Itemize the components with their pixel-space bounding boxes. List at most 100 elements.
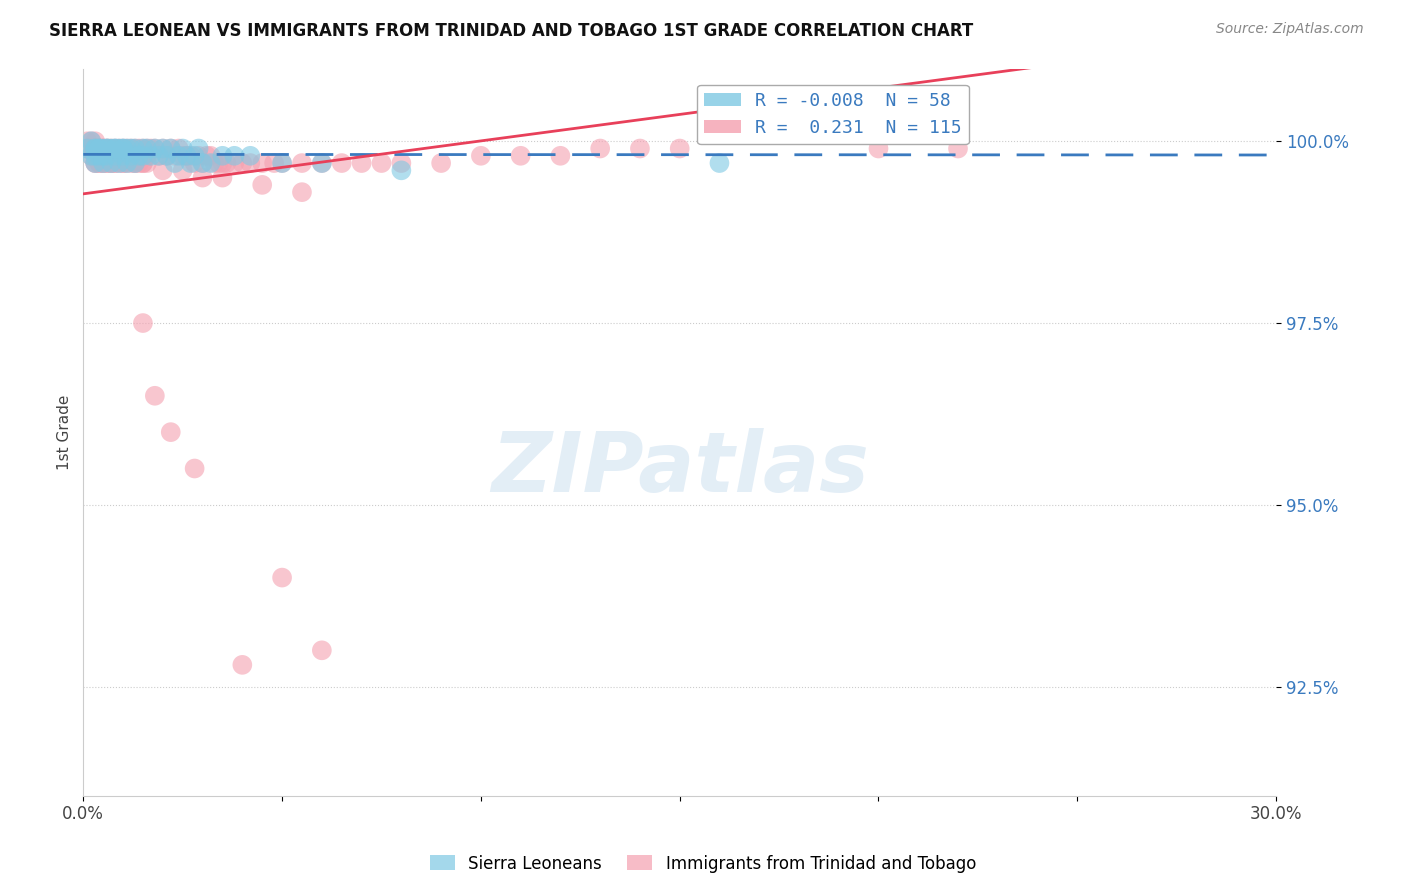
- Point: [143, 389, 166, 403]
- Point: [628, 141, 651, 155]
- Point: [115, 149, 138, 163]
- Point: [104, 141, 127, 155]
- Point: [100, 149, 122, 163]
- Point: [124, 156, 146, 170]
- Point: [100, 156, 122, 170]
- Point: [80, 149, 103, 163]
- Point: [159, 425, 181, 439]
- Point: [195, 149, 218, 163]
- Point: [104, 141, 127, 155]
- Point: [207, 156, 229, 170]
- Point: [135, 141, 157, 155]
- Point: [211, 156, 233, 170]
- Point: [163, 149, 186, 163]
- Point: [311, 156, 333, 170]
- Point: [112, 156, 135, 170]
- Point: [100, 141, 122, 155]
- Point: [84, 149, 107, 163]
- Point: [946, 141, 969, 155]
- Point: [135, 149, 157, 163]
- Point: [224, 156, 246, 170]
- Point: [291, 185, 314, 199]
- Point: [120, 141, 142, 155]
- Point: [91, 141, 114, 155]
- Point: [172, 149, 194, 163]
- Point: [589, 141, 612, 155]
- Point: [709, 156, 731, 170]
- Point: [76, 134, 98, 148]
- Point: [191, 156, 214, 170]
- Point: [135, 156, 157, 170]
- Point: [104, 149, 127, 163]
- Point: [96, 149, 118, 163]
- Point: [172, 141, 194, 155]
- Point: [152, 141, 174, 155]
- Point: [89, 156, 111, 170]
- Point: [108, 141, 131, 155]
- Point: [80, 149, 103, 163]
- Point: [120, 149, 142, 163]
- Point: [112, 149, 135, 163]
- Point: [80, 141, 103, 155]
- Point: [152, 141, 174, 155]
- Point: [143, 141, 166, 155]
- Point: [163, 156, 186, 170]
- Point: [104, 149, 127, 163]
- Point: [84, 156, 107, 170]
- Point: [124, 156, 146, 170]
- Point: [159, 141, 181, 155]
- Point: [176, 149, 198, 163]
- Point: [291, 156, 314, 170]
- Point: [112, 141, 135, 155]
- Point: [389, 156, 412, 170]
- Point: [211, 149, 233, 163]
- Point: [89, 141, 111, 155]
- Point: [509, 149, 531, 163]
- Point: [76, 141, 98, 155]
- Point: [104, 141, 127, 155]
- Point: [96, 149, 118, 163]
- Point: [868, 141, 890, 155]
- Point: [100, 156, 122, 170]
- Point: [132, 141, 155, 155]
- Point: [115, 156, 138, 170]
- Point: [668, 141, 690, 155]
- Point: [167, 141, 190, 155]
- Text: ZIPatlas: ZIPatlas: [491, 428, 869, 509]
- Point: [180, 149, 202, 163]
- Point: [370, 156, 392, 170]
- Point: [84, 141, 107, 155]
- Point: [128, 156, 150, 170]
- Point: [76, 141, 98, 155]
- Point: [104, 156, 127, 170]
- Point: [80, 134, 103, 148]
- Point: [200, 156, 222, 170]
- Point: [124, 156, 146, 170]
- Point: [176, 149, 198, 163]
- Point: [112, 141, 135, 155]
- Point: [91, 149, 114, 163]
- Point: [112, 141, 135, 155]
- Point: [100, 141, 122, 155]
- Point: [172, 163, 194, 178]
- Point: [76, 141, 98, 155]
- Point: [183, 156, 205, 170]
- Point: [91, 156, 114, 170]
- Point: [135, 141, 157, 155]
- Point: [139, 149, 162, 163]
- Point: [148, 149, 170, 163]
- Point: [89, 156, 111, 170]
- Legend: Sierra Leoneans, Immigrants from Trinidad and Tobago: Sierra Leoneans, Immigrants from Trinida…: [423, 848, 983, 880]
- Point: [84, 141, 107, 155]
- Point: [128, 149, 150, 163]
- Point: [84, 149, 107, 163]
- Point: [128, 141, 150, 155]
- Point: [84, 141, 107, 155]
- Point: [128, 149, 150, 163]
- Legend: R = -0.008  N = 58, R =  0.231  N = 115: R = -0.008 N = 58, R = 0.231 N = 115: [697, 85, 969, 145]
- Point: [132, 156, 155, 170]
- Point: [239, 149, 262, 163]
- Point: [89, 141, 111, 155]
- Point: [108, 149, 131, 163]
- Point: [100, 156, 122, 170]
